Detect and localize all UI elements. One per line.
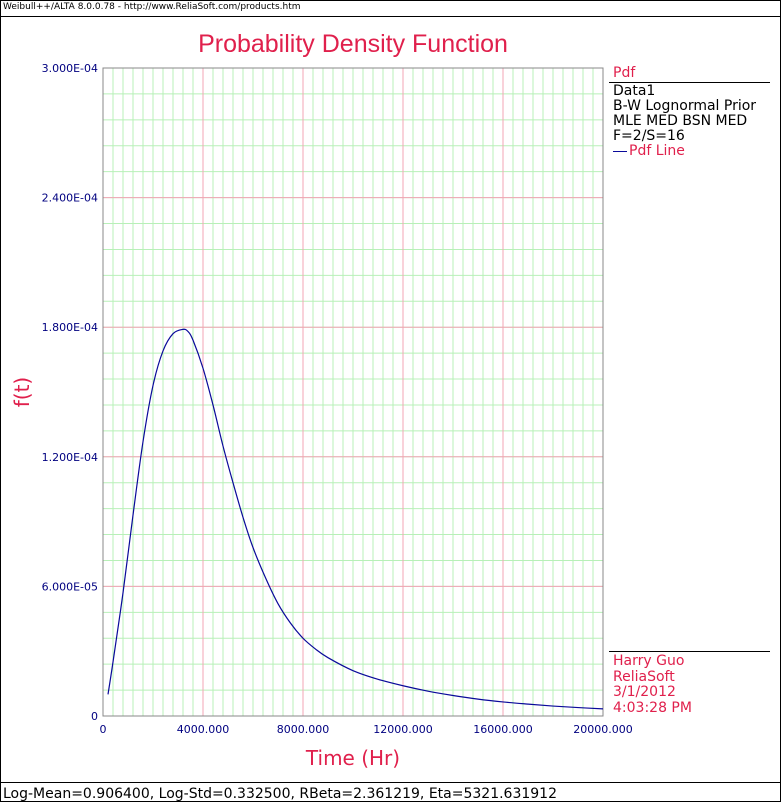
- legend-line-swatch: [613, 150, 627, 152]
- x-tick-label: 20000.000: [573, 723, 633, 736]
- data-point: [477, 699, 478, 700]
- data-point: [242, 517, 243, 518]
- data-point: [502, 701, 503, 702]
- header-caption: Weibull++/ALTA 8.0.0.78 - http://www.Rel…: [3, 2, 301, 12]
- x-axis-label: Time (Hr): [305, 746, 400, 770]
- legend-series-entry: Pdf Line: [613, 144, 770, 159]
- data-point: [142, 441, 143, 442]
- legend-title: Pdf: [613, 65, 636, 81]
- legend-line-fs: F=2/S=16: [613, 128, 685, 144]
- data-point: [152, 385, 153, 386]
- y-tick-label: 3.000E-04: [42, 62, 98, 75]
- data-point: [277, 603, 278, 604]
- x-tick-label: 4000.000: [177, 723, 230, 736]
- y-tick-label: 0: [91, 710, 98, 723]
- data-point: [232, 482, 233, 483]
- plot-area-border: [102, 67, 604, 717]
- data-point: [402, 685, 403, 686]
- data-point: [377, 679, 378, 680]
- data-point: [222, 445, 223, 446]
- y-tick-label: 1.200E-04: [42, 451, 98, 464]
- pdf-chart: Probability Density Function 0 4000.000 80…: [10, 30, 633, 770]
- stamp-date: 3/1/2012: [613, 684, 676, 700]
- footer-bar: Log-Mean=0.906400, Log-Std=0.332500, RBe…: [0, 782, 781, 803]
- data-point: [162, 350, 163, 351]
- data-point: [202, 368, 203, 369]
- legend-line-data-set: Data1: [613, 83, 656, 99]
- pdf-curve: [107, 328, 604, 710]
- chart-title: Probability Density Function: [198, 30, 508, 58]
- y-tick-label: 1.800E-04: [42, 321, 98, 334]
- legend-line-prior: B-W Lognormal Prior: [613, 98, 757, 114]
- legend: Pdf Data1 B-W Lognormal Prior MLE MED BS…: [609, 65, 770, 159]
- data-point: [252, 547, 253, 548]
- data-point: [187, 331, 188, 332]
- stamp-company: ReliaSoft: [613, 668, 675, 685]
- x-tick-labels: 0 4000.000 8000.000 12000.000 16000.000 20000…: [100, 723, 633, 736]
- legend-divider: [609, 82, 770, 83]
- y-tick-label: 6.000E-05: [42, 580, 98, 593]
- stamp-divider: [609, 651, 770, 652]
- data-point: [107, 694, 108, 695]
- data-point: [327, 657, 328, 658]
- data-point: [577, 707, 578, 708]
- data-point: [452, 695, 453, 696]
- data-point: [212, 404, 213, 405]
- data-point: [112, 661, 113, 662]
- data-point: [315, 648, 316, 649]
- data-point: [132, 515, 133, 516]
- legend-line-method: MLE MED BSN MED: [613, 113, 748, 129]
- minor-grid: [103, 68, 603, 716]
- data-point: [302, 638, 303, 639]
- x-tick-label: 12000.000: [373, 723, 433, 736]
- legend-series-label: Pdf Line: [629, 143, 685, 159]
- stamp-user: Harry Guo: [613, 653, 685, 669]
- y-tick-label: 2.400E-04: [42, 192, 98, 205]
- data-point: [192, 340, 193, 341]
- data-point: [352, 670, 353, 671]
- data-point: [427, 691, 428, 692]
- user-stamp: Harry Guo ReliaSoft 3/1/2012 4:03:28 PM: [609, 651, 770, 716]
- data-point: [122, 592, 123, 593]
- data-point: [290, 623, 291, 624]
- x-tick-label: 8000.000: [277, 723, 330, 736]
- data-point: [552, 705, 553, 706]
- x-tick-label: 0: [100, 723, 107, 736]
- y-axis-label: f(t): [10, 377, 34, 408]
- y-tick-labels: 0 6.000E-05 1.200E-04 1.800E-04 2.400E-04 3.0…: [42, 62, 98, 723]
- footer-params: Log-Mean=0.906400, Log-Std=0.332500, RBe…: [3, 786, 557, 802]
- stamp-time: 4:03:28 PM: [613, 699, 692, 716]
- data-point: [527, 704, 528, 705]
- curve-points: [107, 329, 603, 710]
- data-point: [172, 333, 173, 334]
- data-point: [602, 708, 603, 709]
- data-point: [265, 577, 266, 578]
- header-bar: Weibull++/ALTA 8.0.0.78 - http://www.Rel…: [0, 0, 781, 17]
- data-point: [182, 329, 183, 330]
- x-tick-label: 16000.000: [473, 723, 533, 736]
